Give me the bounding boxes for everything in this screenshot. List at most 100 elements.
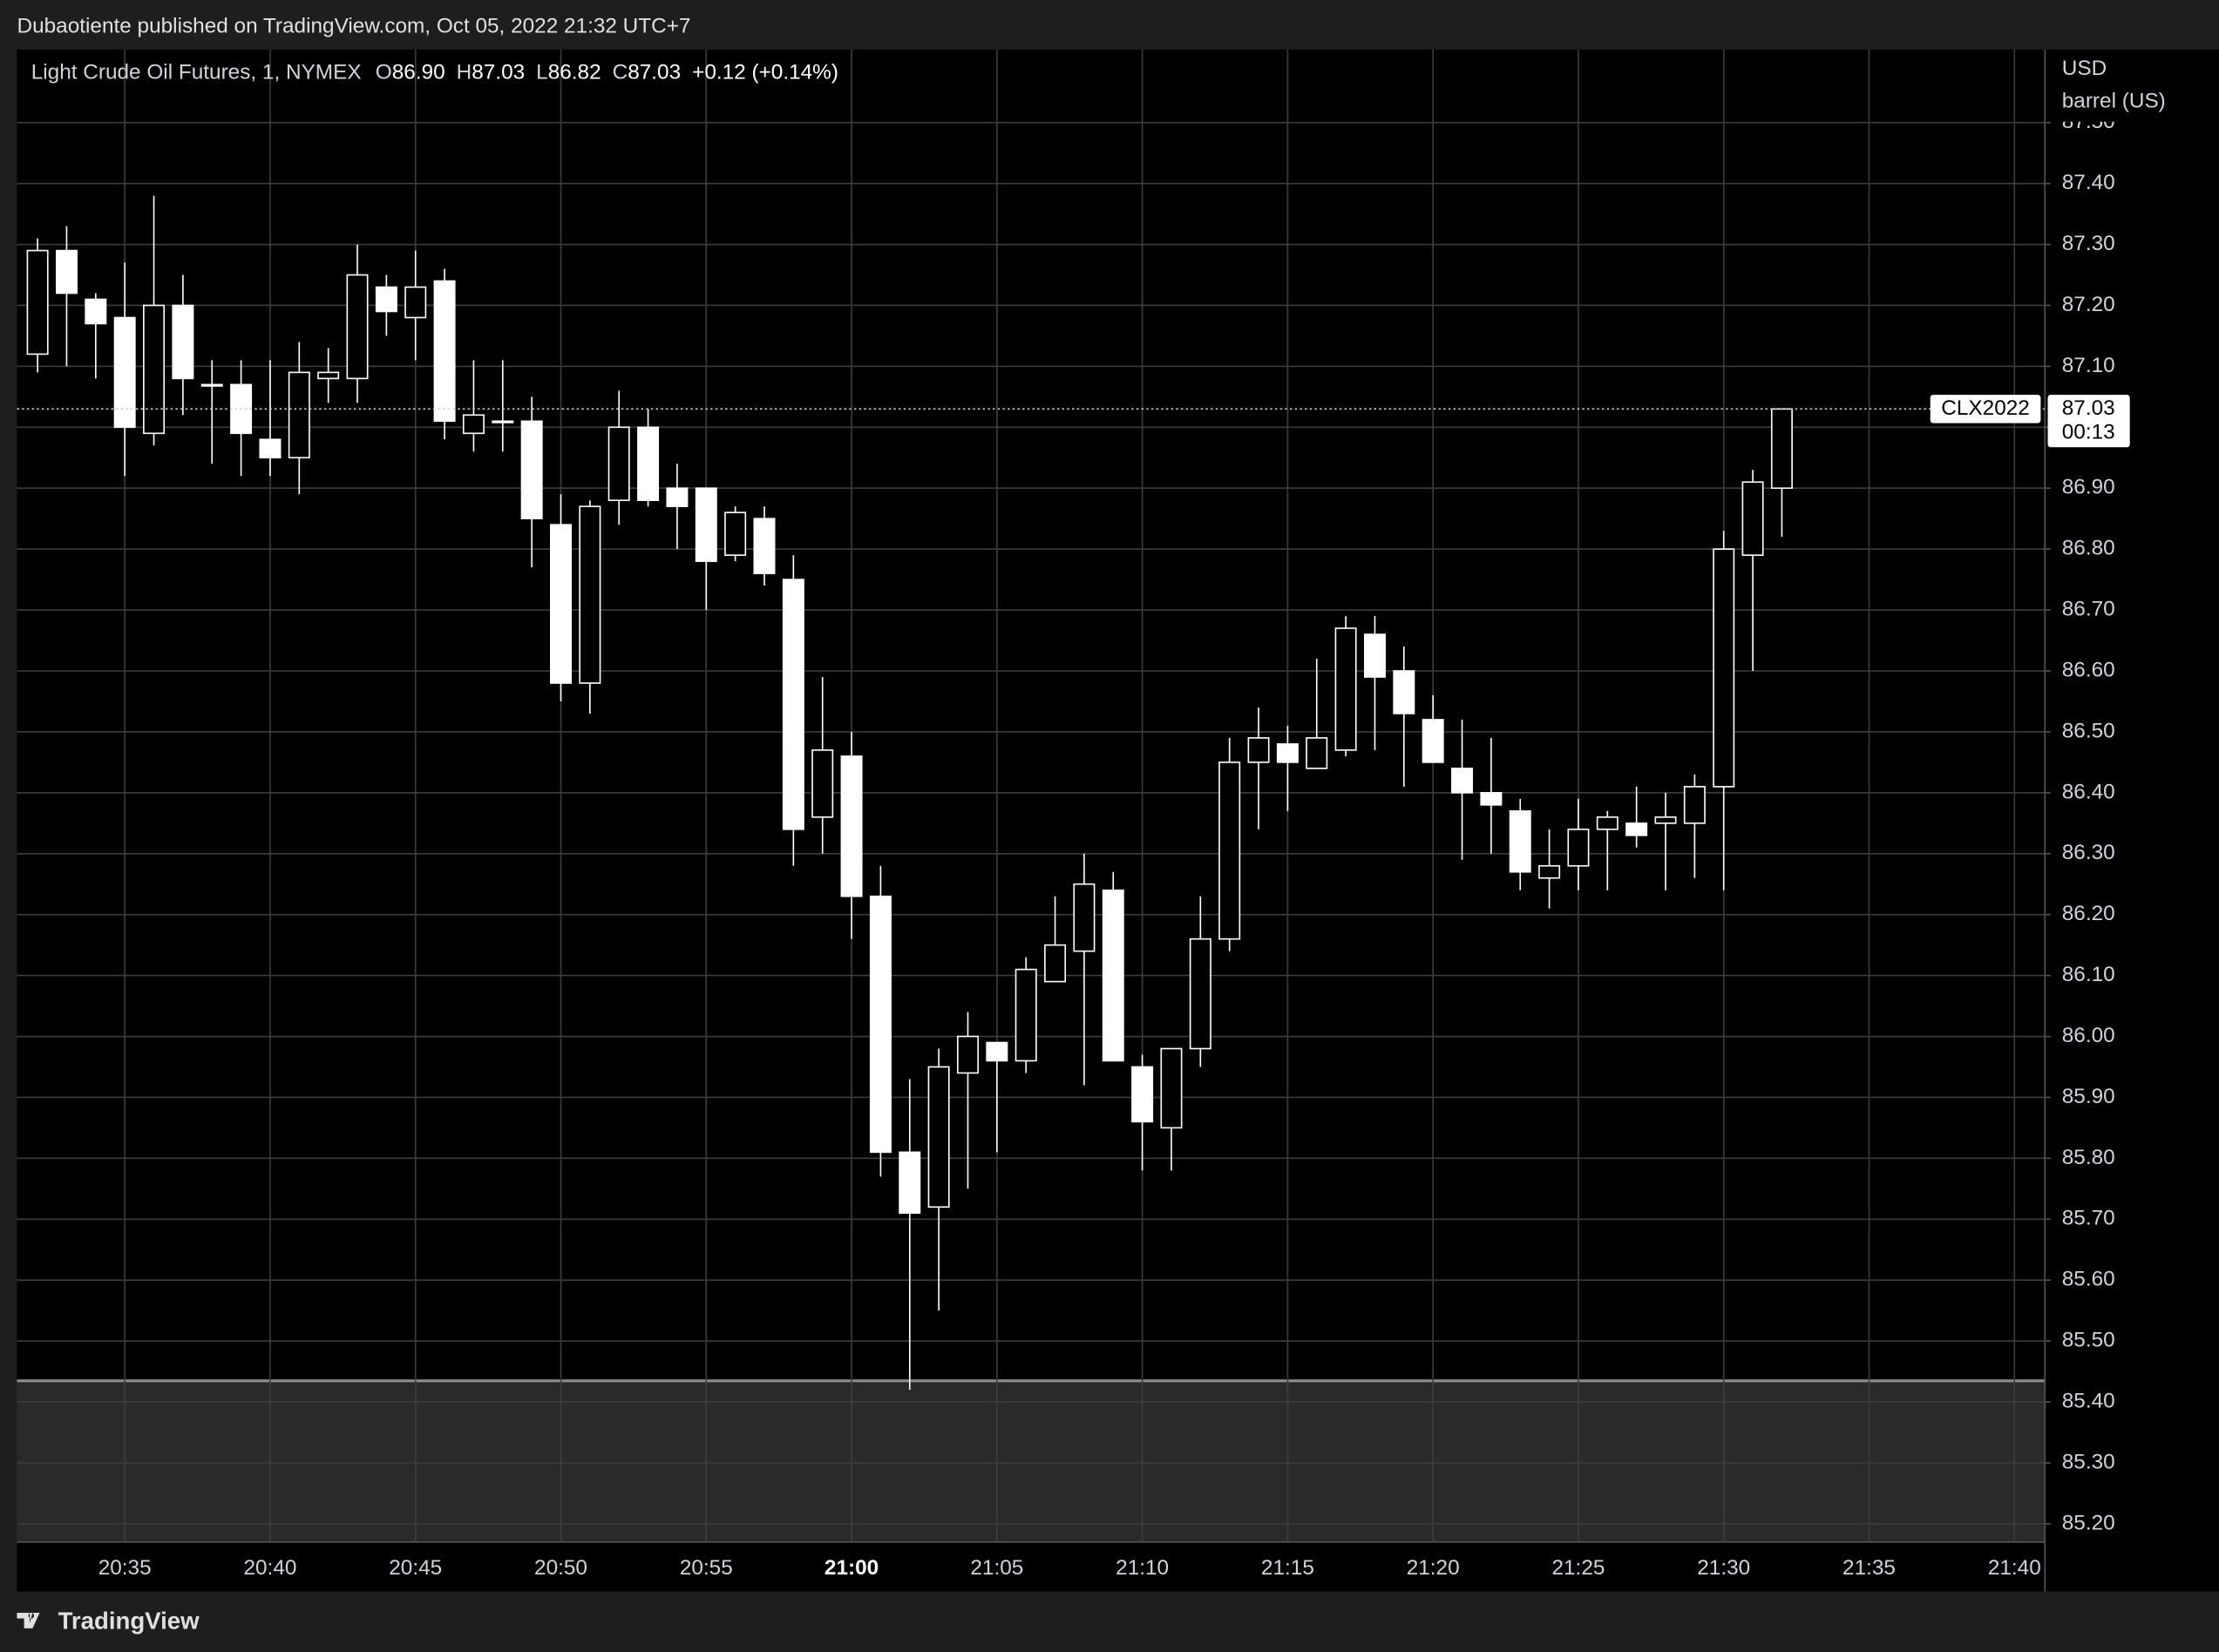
candle-body <box>1713 548 1735 788</box>
y-tick-label: 85.80 <box>2062 1146 2115 1169</box>
unit-label: barrel (US) <box>2062 89 2166 112</box>
x-tick-label: 21:10 <box>1116 1556 1169 1580</box>
candle-body <box>26 249 49 355</box>
x-tick-label: 21:05 <box>970 1556 1023 1580</box>
brand-name: TradingView <box>58 1608 200 1635</box>
candle-body <box>375 286 397 313</box>
candle-body <box>1770 408 1793 490</box>
candle-body <box>1073 883 1096 952</box>
symbol-tag <box>1930 395 2041 423</box>
candle-body <box>1451 768 1474 794</box>
candle-body <box>113 316 136 429</box>
y-tick-label: 85.30 <box>2062 1450 2115 1473</box>
candle-body <box>1363 633 1386 678</box>
candle-body <box>1538 864 1561 879</box>
candle-body <box>1334 627 1357 751</box>
legend-title: Light Crude Oil Futures, 1, NYMEX <box>31 61 362 85</box>
candle-body <box>899 1151 921 1215</box>
candle-body <box>433 280 456 423</box>
candle-body <box>1189 938 1211 1050</box>
brand: TradingView <box>17 1608 200 1635</box>
x-tick-label: 21:15 <box>1261 1556 1314 1580</box>
legend-value: 86.82 <box>548 61 601 85</box>
legend-value: 87.03 <box>472 61 525 85</box>
currency-label: USD <box>2062 57 2107 80</box>
candle-body <box>85 298 107 325</box>
axes: 85.20 85.30 85.40 85.50 85.60 85.70 85.80 85.90… <box>98 110 2130 1580</box>
x-tick-label: 21:00 <box>824 1556 879 1580</box>
symbol-tag-text: CLX2022 <box>1941 396 2030 420</box>
price-tag-countdown: 00:13 <box>2062 420 2115 443</box>
candle-body <box>346 274 369 380</box>
y-tick-label: 86.60 <box>2062 658 2115 681</box>
candle-body <box>1596 816 1618 830</box>
candle-body <box>1102 889 1124 1062</box>
y-tick-label: 85.90 <box>2062 1085 2115 1108</box>
candle-body <box>869 895 892 1154</box>
candle-body <box>782 579 804 830</box>
brand-logo <box>17 1613 40 1628</box>
candle-body <box>1276 743 1299 763</box>
x-tick-label: 20:45 <box>389 1556 442 1580</box>
symbol-legend: Light Crude Oil Futures, 1, NYMEX O86.90 H… <box>31 61 838 85</box>
candle-body <box>1306 737 1328 769</box>
candle-body <box>1654 816 1677 824</box>
candle-body <box>986 1041 1008 1062</box>
unit-backdrop <box>2047 51 2218 122</box>
y-tick-label: 85.50 <box>2062 1329 2115 1352</box>
y-tick-label: 86.40 <box>2062 780 2115 803</box>
candle-body <box>637 426 660 502</box>
y-tick-label: 87.30 <box>2062 232 2115 255</box>
candle-body <box>462 414 485 435</box>
x-tick-label: 21:40 <box>1988 1556 2041 1580</box>
candle-body <box>1683 786 1706 824</box>
candle-body <box>520 420 543 520</box>
candle-body <box>143 304 166 435</box>
legend-key: H <box>457 61 472 85</box>
price-tag <box>2047 395 2130 448</box>
y-tick-label: 85.40 <box>2062 1389 2115 1412</box>
y-tick-label: 86.30 <box>2062 841 2115 864</box>
x-tick-label: 21:35 <box>1842 1556 1896 1580</box>
candle-body <box>753 518 776 574</box>
candle-body <box>288 371 310 459</box>
candle-body <box>1247 737 1270 763</box>
candle-body <box>172 304 194 380</box>
candle-body <box>840 755 863 897</box>
price-tag-value: 87.03 <box>2062 396 2115 420</box>
candles <box>17 195 2046 1391</box>
candle-body <box>1509 810 1531 873</box>
grid <box>17 49 2046 1542</box>
publisher-note: Dubaotiente published on TradingView.com… <box>17 14 690 37</box>
candle-body <box>607 426 630 502</box>
candle-body <box>1393 670 1415 714</box>
legend-change: +0.12 (+0.14%) <box>692 61 838 85</box>
candle-body <box>492 420 514 423</box>
candle-body <box>317 371 340 380</box>
x-tick-label: 21:30 <box>1697 1556 1750 1580</box>
y-tick-label: 85.70 <box>2062 1207 2115 1230</box>
x-tick-label: 20:35 <box>98 1556 152 1580</box>
y-tick-label: 86.10 <box>2062 963 2115 986</box>
y-tick-label: 87.20 <box>2062 293 2115 316</box>
candle-body <box>1218 762 1241 940</box>
candle-body <box>1131 1066 1154 1123</box>
x-tick-label: 20:40 <box>243 1556 296 1580</box>
candle-body <box>404 286 427 319</box>
candle-body <box>1160 1047 1183 1129</box>
candle-body <box>666 487 689 508</box>
y-tick-label: 86.20 <box>2062 902 2115 925</box>
y-tick-label: 87.40 <box>2062 171 2115 194</box>
candle-body <box>200 383 223 387</box>
candle-body <box>1567 828 1590 867</box>
legend-value: 87.03 <box>628 61 681 85</box>
candle-body <box>957 1035 979 1074</box>
y-tick-label: 86.80 <box>2062 537 2115 560</box>
y-tick-label: 86.00 <box>2062 1024 2115 1047</box>
x-tick-label: 20:55 <box>680 1556 733 1580</box>
candle-body <box>1422 719 1444 763</box>
y-tick-label: 86.90 <box>2062 476 2115 499</box>
y-tick-label: 86.70 <box>2062 598 2115 621</box>
legend-value: 86.90 <box>392 61 445 85</box>
